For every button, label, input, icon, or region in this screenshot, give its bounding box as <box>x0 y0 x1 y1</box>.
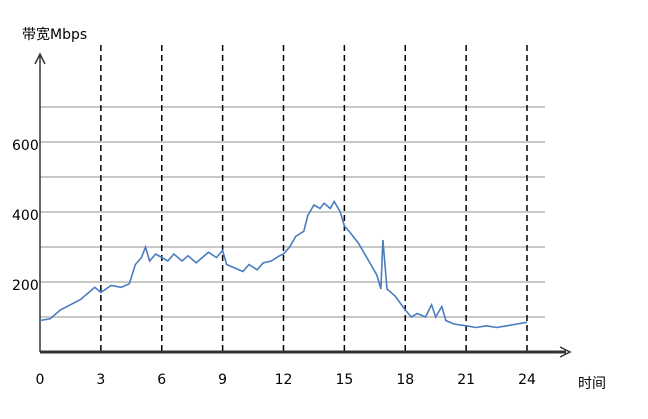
x-axis-arrow <box>559 346 572 358</box>
x-tick-label: 15 <box>335 372 353 388</box>
y-tick-label: 200 <box>12 278 39 294</box>
data-line <box>39 199 528 329</box>
x-tick-label: 3 <box>96 372 105 388</box>
x-tick-label: 0 <box>36 372 45 388</box>
x-tick-label: 21 <box>457 372 475 388</box>
x-tick-label: 12 <box>275 372 293 388</box>
x-axis-label: 时间 <box>578 376 606 392</box>
x-tick-label: 6 <box>157 372 166 388</box>
x-tick-label: 9 <box>218 372 227 388</box>
y-axis-label: 带宽Mbps <box>22 26 87 43</box>
y-axis-arrow <box>34 52 46 65</box>
y-tick-label: 400 <box>12 208 39 224</box>
x-tick-label: 24 <box>518 372 536 388</box>
x-tick-label: 18 <box>396 372 414 388</box>
y-tick-label: 600 <box>12 138 39 154</box>
